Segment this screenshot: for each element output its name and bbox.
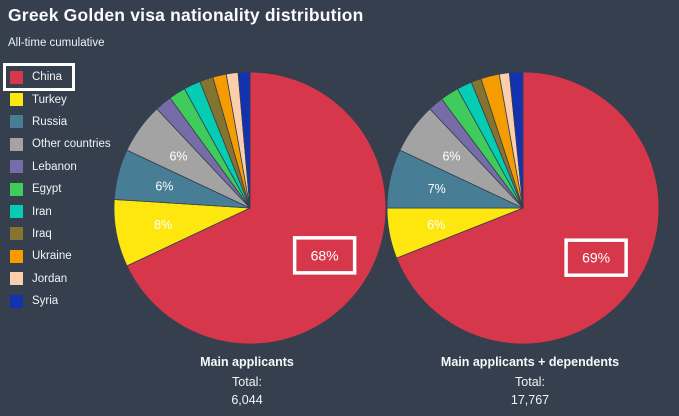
pie-caption-title: Main applicants [200, 355, 294, 369]
pie-main-applicants-dependents: 69% 6% 7% 6% [386, 71, 660, 345]
slice-label-other-countries: 6% [169, 150, 187, 164]
pie-caption-total-label: Total: [232, 375, 262, 389]
highlight-box [292, 236, 357, 275]
highlight-box [564, 238, 628, 277]
legend-swatch [10, 205, 23, 219]
pie-slice-syria[interactable] [508, 71, 524, 209]
legend-swatch [10, 182, 23, 196]
legend-item-egypt[interactable]: Egypt [6, 178, 67, 200]
pie-slice-china[interactable] [126, 71, 387, 345]
legend-item-turkey[interactable]: Turkey [6, 88, 73, 110]
page-title: Greek Golden visa nationality distributi… [8, 5, 364, 25]
slice-label-china: 68% [311, 247, 339, 263]
legend-item-other-countries[interactable]: Other countries [6, 133, 117, 155]
pie-main-applicants: 68% 8% 6% 6% [113, 71, 387, 345]
slice-label-turkey: 8% [154, 218, 172, 232]
legend-swatch [10, 70, 23, 84]
legend-item-iran[interactable]: Iran [6, 200, 58, 222]
legend-swatch [10, 93, 23, 107]
legend-item-iraq[interactable]: Iraq [6, 223, 58, 245]
legend-swatch [10, 160, 23, 174]
legend-item-jordan[interactable]: Jordan [6, 268, 73, 290]
legend-item-label: Russia [32, 115, 68, 128]
slice-label-other-countries: 6% [442, 150, 460, 164]
legend-swatch [10, 137, 23, 151]
legend-swatch [10, 294, 23, 308]
slice-label-russia: 7% [428, 182, 446, 196]
legend-item-label: Egypt [32, 183, 62, 196]
legend-item-label: Other countries [32, 138, 111, 151]
legend-item-label: Turkey [32, 93, 67, 106]
legend-item-china[interactable]: China [3, 63, 76, 92]
pie-caption-total-value: 17,767 [510, 393, 550, 407]
slice-label-russia: 6% [155, 180, 173, 194]
legend-item-russia[interactable]: Russia [6, 111, 73, 133]
legend: China Turkey Russia Other countries Lebanon E… [3, 63, 117, 312]
legend-swatch [10, 249, 23, 263]
legend-swatch [10, 272, 23, 286]
slice-label-china: 69% [582, 250, 610, 266]
legend-item-label: Syria [32, 295, 59, 308]
pie-slice-syria[interactable] [237, 71, 251, 209]
legend-item-label: Iran [32, 205, 52, 218]
slice-label-turkey: 6% [427, 218, 445, 232]
page-subtitle: All-time cumulative [8, 37, 105, 49]
legend-swatch [10, 115, 23, 129]
pie-caption-title: Main applicants + dependents [440, 355, 620, 369]
legend-item-ukraine[interactable]: Ukraine [6, 245, 78, 267]
legend-item-label: Jordan [32, 272, 68, 285]
caption-main-applicants-dependents: Main applicants + dependents Total: 17,7… [380, 355, 679, 407]
legend-swatch [10, 227, 23, 241]
pie-caption-total-label: Total: [515, 375, 545, 389]
legend-item-label: China [32, 71, 63, 84]
legend-item-syria[interactable]: Syria [6, 290, 64, 312]
legend-item-label: Ukraine [32, 250, 72, 263]
caption-main-applicants: Main applicants Total: 6,044 [117, 355, 377, 407]
legend-item-label: Iraq [32, 227, 52, 240]
pie-caption-total-value: 6,044 [231, 393, 263, 407]
legend-item-label: Lebanon [32, 160, 77, 173]
legend-item-lebanon[interactable]: Lebanon [6, 156, 83, 178]
